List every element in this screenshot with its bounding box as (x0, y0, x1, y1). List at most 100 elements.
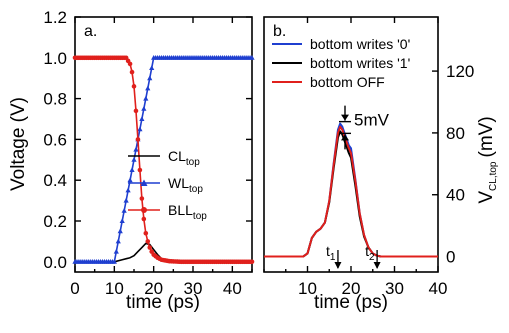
panel-a-series-line-1 (75, 56, 252, 263)
panel-b-ytick-label: 0 (446, 248, 455, 267)
panel-b-legend-text-1: bottom writes '1' (310, 55, 410, 71)
panel-a-wl-marker (137, 126, 143, 132)
panel-a-label: a. (84, 23, 97, 40)
panel-a-xtick-label: 30 (184, 279, 203, 298)
panel-a-ylabel: Voltage (V) (8, 97, 29, 191)
t2-label: t2 (365, 243, 375, 263)
panel-a-wl-marker (121, 208, 127, 213)
panel-a-xlabel: time (ps) (126, 292, 200, 313)
panel-a-bll-marker (131, 84, 137, 89)
panel-a: a. 0 10 20 30 400.00.20.40.60.81.01.2 CLtopW… (8, 8, 255, 313)
t2-arrowhead (373, 262, 381, 269)
panel-a-legend-text-0: CLtop (168, 148, 200, 168)
panel-a-legend-name-1: WL (168, 175, 189, 191)
panel-a-ytick-label: 0.2 (43, 212, 67, 231)
panel-a-wl-marker (143, 95, 149, 101)
panel-a-frame (74, 16, 253, 273)
t1-arrowhead (334, 262, 342, 269)
panel-a-legend-sub-0: top (186, 157, 200, 168)
panel-a-wl-marker (133, 146, 139, 152)
panel-b-label: b. (273, 23, 286, 40)
panel-a-ytick-label: 1.2 (43, 8, 67, 27)
panel-a-series-line-2 (75, 56, 252, 263)
panel-a-ytick-label: 0.6 (43, 130, 67, 149)
panel-b-xtick-label: 20 (342, 279, 361, 298)
panel-a-bll-marker (137, 167, 143, 173)
panel-b-ytick-label: 40 (446, 186, 465, 205)
panel-a-xtick-label: 20 (144, 279, 163, 298)
panel-a-legend-name-2: BLL (168, 202, 193, 218)
t1-label-main: t (326, 243, 330, 259)
panel-a-ytick-label: 0.4 (43, 171, 67, 190)
panel-b-ylabel-text: VCL,top (mV) (476, 116, 499, 203)
panel-b-xtick-label: 10 (298, 279, 317, 298)
panel-a-legend-marker-2 (141, 207, 147, 213)
panel-a-legend-name-0: CL (168, 148, 186, 164)
panel-a-bll-marker (133, 108, 139, 114)
panel-a-axes: 0 10 20 30 40 0.0 0.2 0.4 0.6 0.8 1.0 1.2 (43, 8, 253, 298)
panel-a-bll-marker (129, 69, 135, 75)
panel-a-bll-marker (249, 259, 255, 265)
panel-a-wl-marker (119, 218, 125, 223)
t1-label: t1 (326, 243, 336, 263)
panel-b-legend-text-2: bottom OFF (310, 74, 385, 90)
panel-a-wl-marker (123, 197, 129, 203)
panel-a-legend-marker-1 (140, 179, 148, 186)
panel-a-bll-marker (127, 61, 133, 67)
panel-b-ylabel-sub: CL,top (488, 161, 499, 191)
panel-a-wl-marker (127, 177, 133, 183)
panel-a-bll-marker (139, 196, 145, 201)
panel-a-wl-marker (125, 187, 131, 193)
panel-a-ytick-label: 0.8 (43, 90, 67, 109)
panel-b-legend: bottom writes '0' bottom writes '1' bottom… (272, 36, 410, 90)
panel-a-series (72, 55, 255, 265)
panel-a-xtick-label: 40 (223, 279, 242, 298)
panel-b-legend-text-0: bottom writes '0' (310, 36, 410, 52)
panel-a-xtick-label: 10 (105, 279, 124, 298)
panel-a-wl-marker (111, 259, 117, 264)
panel-b-ylabel-unit: (mV) (476, 116, 497, 157)
panel-a-ytick-label: 1.0 (43, 49, 67, 68)
panel-b-ylabel: VCL,top (mV) (476, 116, 499, 203)
panel-a-bll-marker (141, 216, 147, 222)
panel-a-wl-marker (145, 85, 151, 91)
panel-b-series (264, 122, 438, 258)
panel-b-xtick-label: 30 (385, 279, 404, 298)
panel-a-legend-text-1: WLtop (168, 175, 203, 195)
panel-b-xlabel: time (ps) (314, 292, 388, 313)
panel-b-ytick-label: 120 (446, 62, 474, 81)
panel-a-legend-sub-2: top (193, 211, 207, 222)
panel-a-wl-marker (249, 55, 255, 60)
panel-a-wl-marker (147, 75, 153, 81)
panel-a-wl-marker (129, 167, 135, 172)
panel-a-legend-text-2: BLLtop (168, 202, 207, 222)
t2-label-main: t (365, 243, 369, 259)
panel-a-ytick-label: 0.0 (43, 253, 67, 272)
delta-arrowhead-top (341, 114, 349, 121)
delta-label: 5mV (354, 111, 390, 130)
panel-a-bll-marker (143, 230, 149, 236)
panel-a-bll-marker (145, 239, 151, 244)
panel-a-wl-marker (139, 116, 145, 121)
panel-b-ytick-label: 80 (446, 124, 465, 143)
panel-a-wl-marker (149, 65, 155, 70)
panel-a-bll-marker (147, 245, 153, 250)
panel-a-bll-marker (135, 137, 141, 142)
panel-a-legend-sub-1: top (189, 184, 203, 195)
panel-b-ylabel-main: V (476, 191, 497, 204)
delta-arrowhead-bottom (341, 134, 349, 141)
panel-b-series-line-0 (264, 122, 438, 258)
panel-a-wl-marker (115, 238, 121, 244)
panel-b-xtick-label: 40 (429, 279, 448, 298)
t1-label-sub: 1 (330, 252, 336, 263)
panel-a-wl-marker (117, 228, 123, 234)
panel-a-wl-marker (131, 157, 137, 162)
panel-a-wl-marker (141, 106, 147, 111)
panel-b-series-line-2 (264, 125, 438, 258)
t2-label-sub: 2 (369, 252, 375, 263)
panel-a-xtick-label: 0 (70, 279, 79, 298)
